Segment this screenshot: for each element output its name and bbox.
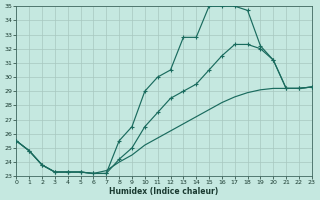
X-axis label: Humidex (Indice chaleur): Humidex (Indice chaleur): [109, 187, 219, 196]
